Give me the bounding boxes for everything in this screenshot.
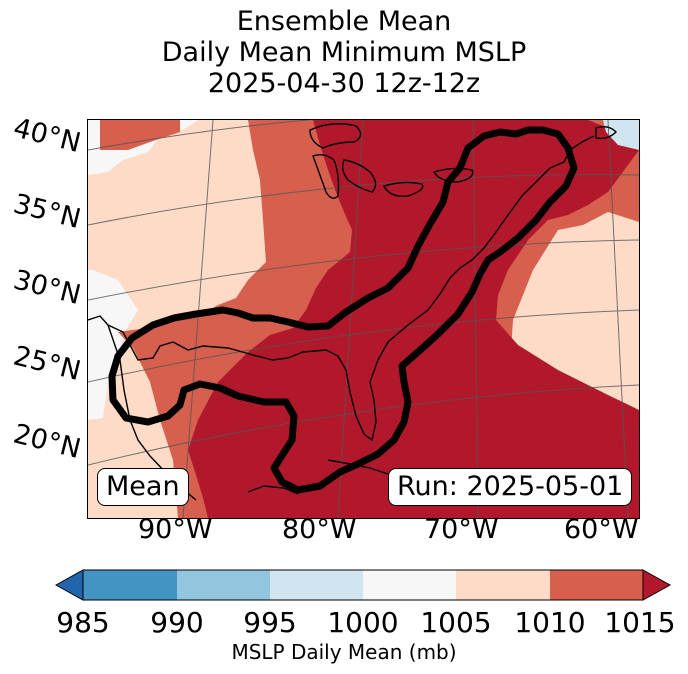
- colorbar: [54, 569, 672, 601]
- colorbar-tick-1010: 1010: [514, 606, 586, 639]
- colorbar-tick-1015: 1015: [604, 606, 676, 639]
- colorbar-outline: [82, 569, 644, 601]
- colorbar-label: MSLP Daily Mean (mb): [231, 640, 457, 664]
- coastlines: [88, 123, 617, 501]
- colorbar-tick-990: 990: [150, 606, 204, 639]
- colorbar-tick-995: 995: [243, 606, 297, 639]
- lat-label-25n: 25°N: [10, 340, 84, 388]
- colorbar-tick-985: 985: [56, 606, 110, 639]
- colorbar-under-arrow: [54, 569, 84, 601]
- lon-label-90w: 90°W: [138, 514, 213, 545]
- colorbar-bin-990-995: [177, 570, 270, 600]
- map-title: Ensemble Mean Daily Mean Minimum MSLP 20…: [0, 6, 688, 99]
- title-line-3: 2025-04-30 12z-12z: [207, 68, 481, 99]
- map-panel: Mean Run: 2025-05-01: [87, 119, 640, 519]
- lat-label-40n: 40°N: [10, 112, 84, 160]
- shade-995-1000: [603, 120, 639, 150]
- colorbar-tick-1005: 1005: [420, 606, 492, 639]
- lat-label-30n: 30°N: [10, 264, 84, 312]
- shade-over-1015: [188, 120, 639, 518]
- colorbar-bin-1010-1015: [550, 570, 643, 600]
- lat-label-20n: 20°N: [10, 418, 84, 466]
- run-badge: Run: 2025-05-01: [388, 468, 633, 506]
- colorbar-bin-995-1000: [270, 570, 363, 600]
- colorbar-bin-1000-1005: [363, 570, 456, 600]
- title-line-1: Ensemble Mean: [236, 6, 452, 37]
- title-line-2: Daily Mean Minimum MSLP: [161, 37, 527, 68]
- outline-contour: [108, 126, 578, 494]
- colorbar-bin-1005-1010: [456, 570, 550, 600]
- mean-badge: Mean: [97, 468, 189, 506]
- lon-label-80w: 80°W: [282, 514, 357, 545]
- colorbar-over-arrow: [642, 569, 672, 601]
- mslp-map: [88, 120, 639, 518]
- colorbar-tick-1000: 1000: [327, 606, 399, 639]
- colorbar-bin-985-990: [83, 570, 177, 600]
- lon-label-60w: 60°W: [564, 514, 639, 545]
- lat-label-35n: 35°N: [10, 188, 84, 236]
- graticule: [88, 120, 639, 518]
- lon-label-70w: 70°W: [424, 514, 499, 545]
